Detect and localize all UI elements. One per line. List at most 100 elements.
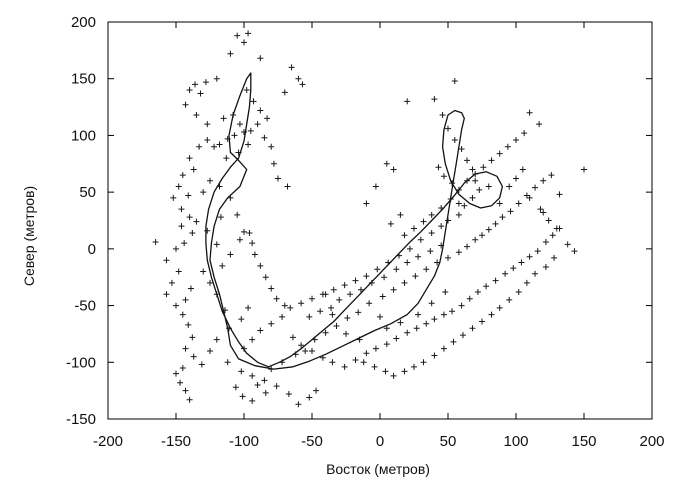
plus-point bbox=[302, 347, 309, 354]
plus-point bbox=[553, 225, 560, 232]
plus-point bbox=[472, 236, 479, 243]
plus-point bbox=[289, 334, 296, 341]
plus-point bbox=[472, 170, 479, 177]
plus-point bbox=[177, 379, 184, 386]
plus-point bbox=[249, 372, 256, 379]
plus-point bbox=[551, 254, 558, 261]
plus-point bbox=[485, 226, 492, 233]
plus-point bbox=[472, 177, 479, 184]
plus-point bbox=[309, 295, 315, 302]
plus-point bbox=[262, 389, 269, 396]
plus-point bbox=[257, 327, 264, 334]
plus-point bbox=[417, 236, 424, 243]
plus-point bbox=[488, 157, 495, 164]
plus-point bbox=[287, 304, 294, 311]
plus-point bbox=[189, 334, 196, 341]
plus-point bbox=[371, 363, 378, 370]
plus-point bbox=[175, 268, 182, 275]
plus-point bbox=[281, 302, 288, 309]
y-tick-label: 100 bbox=[71, 127, 96, 144]
plus-point bbox=[234, 211, 241, 218]
plus-point bbox=[226, 325, 233, 332]
plus-point bbox=[458, 302, 465, 309]
plus-point bbox=[246, 229, 253, 236]
plus-point bbox=[190, 353, 197, 360]
plus-point bbox=[540, 209, 547, 216]
y-tick-label: -50 bbox=[74, 298, 96, 315]
plus-point bbox=[275, 175, 281, 182]
plus-point bbox=[451, 136, 458, 143]
plus-point bbox=[311, 336, 318, 343]
plus-point bbox=[254, 121, 261, 128]
plus-point bbox=[249, 336, 256, 343]
plus-point bbox=[404, 98, 411, 105]
plus-point bbox=[507, 208, 514, 215]
plus-point bbox=[464, 177, 471, 184]
x-tick-label: 200 bbox=[639, 433, 664, 450]
plus-point bbox=[423, 320, 430, 327]
plus-point bbox=[319, 354, 326, 361]
plus-point bbox=[211, 143, 218, 150]
plus-point bbox=[411, 225, 417, 232]
plus-point bbox=[299, 81, 306, 88]
plus-point bbox=[257, 262, 264, 269]
plus-point bbox=[499, 214, 506, 221]
plus-point bbox=[390, 372, 397, 379]
plus-point bbox=[279, 359, 286, 366]
plus-point bbox=[483, 283, 490, 290]
x-tick-label: -150 bbox=[161, 433, 191, 450]
plus-point bbox=[317, 308, 324, 315]
plus-point bbox=[393, 266, 400, 273]
plus-point bbox=[435, 164, 442, 171]
plus-point bbox=[445, 217, 451, 224]
plus-point bbox=[178, 206, 185, 213]
plus-point bbox=[492, 220, 499, 227]
plot-frame bbox=[107, 21, 653, 420]
plus-point bbox=[451, 77, 458, 84]
plus-point bbox=[506, 296, 513, 303]
plus-point bbox=[173, 302, 179, 309]
plus-point bbox=[390, 166, 397, 173]
plus-point bbox=[181, 240, 188, 247]
plus-point bbox=[356, 336, 363, 343]
plus-point bbox=[581, 166, 587, 173]
plus-point bbox=[207, 177, 213, 184]
plus-point bbox=[466, 295, 473, 302]
plus-point bbox=[385, 259, 392, 266]
plus-point bbox=[192, 81, 199, 88]
plus-point bbox=[510, 265, 517, 272]
plus-point bbox=[372, 345, 379, 352]
plus-point bbox=[306, 313, 313, 320]
plus-point bbox=[479, 318, 485, 325]
plus-point bbox=[445, 254, 451, 261]
plus-point bbox=[163, 257, 170, 264]
x-tick-label: 0 bbox=[376, 433, 384, 450]
plus-point bbox=[415, 253, 422, 260]
y-tick-label: 200 bbox=[71, 14, 96, 31]
y-tick-label: 0 bbox=[88, 241, 96, 258]
y-tick-label: 150 bbox=[71, 71, 96, 88]
plus-point bbox=[420, 359, 427, 366]
plus-point bbox=[506, 183, 513, 190]
plus-point bbox=[521, 130, 528, 137]
plus-point bbox=[309, 347, 315, 354]
plus-point bbox=[186, 396, 193, 403]
plus-point bbox=[411, 363, 417, 370]
plus-point bbox=[406, 245, 413, 252]
plus-point bbox=[245, 304, 252, 311]
plus-point bbox=[523, 279, 530, 286]
plus-point bbox=[224, 135, 231, 142]
plus-point bbox=[219, 262, 226, 269]
plus-point bbox=[182, 101, 189, 108]
plus-point bbox=[298, 342, 305, 349]
plus-point bbox=[187, 285, 194, 292]
plus-point bbox=[518, 259, 525, 266]
plus-point bbox=[185, 321, 192, 328]
plus-point bbox=[213, 291, 220, 298]
plus-point bbox=[496, 200, 503, 207]
plus-point bbox=[313, 387, 320, 394]
plus-point bbox=[519, 166, 526, 173]
plus-point bbox=[439, 112, 446, 119]
plus-point bbox=[281, 89, 288, 96]
plus-point bbox=[295, 401, 302, 408]
